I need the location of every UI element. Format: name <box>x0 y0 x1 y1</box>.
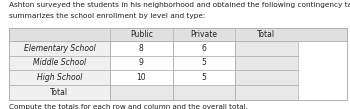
Text: 6: 6 <box>201 44 206 53</box>
Bar <box>235 41 298 56</box>
Text: 9: 9 <box>139 58 144 67</box>
Bar <box>235 85 298 100</box>
Bar <box>173 85 235 100</box>
Text: Total: Total <box>257 30 275 39</box>
Text: Elementary School: Elementary School <box>23 44 95 53</box>
Bar <box>110 56 173 70</box>
Text: Public: Public <box>130 30 153 39</box>
Text: Private: Private <box>190 30 217 39</box>
Text: 5: 5 <box>201 73 206 82</box>
Bar <box>9 56 110 70</box>
Bar <box>110 85 173 100</box>
Text: 5: 5 <box>201 58 206 67</box>
Bar <box>173 41 235 56</box>
Bar <box>173 56 235 70</box>
Bar <box>9 41 110 56</box>
Bar <box>110 70 173 85</box>
Text: 8: 8 <box>139 44 144 53</box>
Text: summarizes the school enrollment by level and type:: summarizes the school enrollment by leve… <box>9 13 205 19</box>
Text: 10: 10 <box>136 73 146 82</box>
Text: High School: High School <box>37 73 82 82</box>
Bar <box>235 70 298 85</box>
Text: Middle School: Middle School <box>33 58 86 67</box>
Text: Total: Total <box>50 88 69 97</box>
Text: Ashton surveyed the students in his neighborhood and obtained the following cont: Ashton surveyed the students in his neig… <box>9 2 350 8</box>
Bar <box>110 41 173 56</box>
Bar <box>9 85 110 100</box>
Bar <box>173 70 235 85</box>
Bar <box>235 56 298 70</box>
Bar <box>9 28 346 41</box>
Bar <box>9 70 110 85</box>
Bar <box>9 28 346 100</box>
Text: Compute the totals for each row and column and the overall total.: Compute the totals for each row and colu… <box>9 104 248 109</box>
